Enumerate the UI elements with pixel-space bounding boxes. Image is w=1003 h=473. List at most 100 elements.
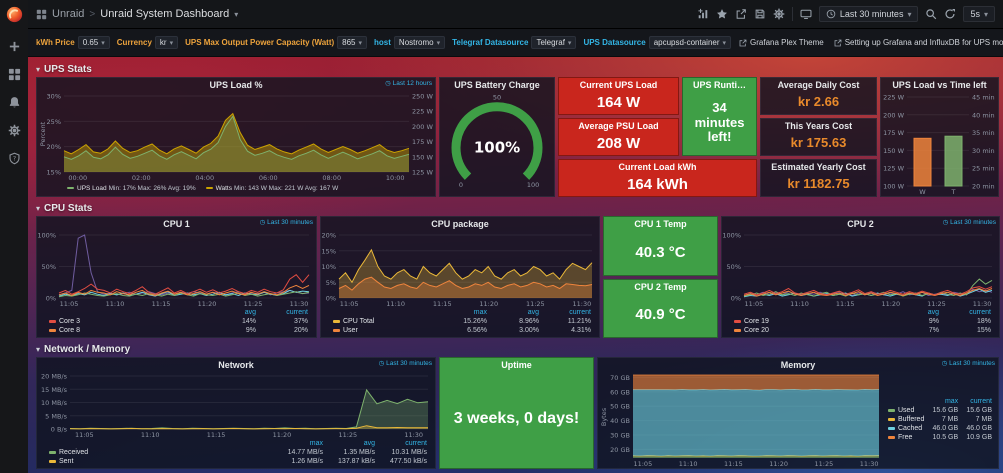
legend-row[interactable]: Cached 46.0 GB 46.0 GB	[886, 424, 994, 433]
svg-text:20 MB/s: 20 MB/s	[41, 373, 68, 381]
variable-value-dropdown[interactable]: 865 ▾	[337, 36, 368, 49]
panel-title[interactable]: CPU 1 Temp	[634, 219, 687, 229]
refresh-interval-label: 5s	[970, 9, 980, 19]
chart-area[interactable]: 100 W 125 W 150 W 175 W 200 W 225 W 20 min 25 m…	[881, 91, 998, 197]
panel-title[interactable]: This Years Cost	[784, 121, 853, 131]
variable-label: Currency	[116, 38, 152, 47]
legend-column-header[interactable]: max	[309, 440, 323, 447]
chart-area[interactable]: 0% 5% 10% 15% 20% 11:05 11:10 11:15 11:20 11:25 11…	[321, 230, 599, 308]
panel-title[interactable]: UPS Load %	[209, 80, 263, 90]
legend-series-stats: Min: 17% Max: 26% Avg: 19%	[108, 184, 196, 192]
legend-item[interactable]: Watts Min: 143 W Max: 221 W Avg: 167 W	[205, 185, 338, 192]
cycle-view-tv-icon[interactable]	[800, 8, 812, 20]
legend-column-header[interactable]: avg	[927, 309, 939, 316]
grafana-logo[interactable]	[0, 0, 28, 28]
breadcrumb-dashboard-title[interactable]: Unraid System Dashboard	[100, 8, 230, 20]
variable-telegraf-datasource[interactable]: Telegraf Datasource Telegraf ▾	[452, 36, 577, 49]
row-header-network-memory[interactable]: ▾ Network / Memory	[36, 342, 995, 356]
svg-text:50: 50	[493, 94, 501, 102]
variable-value-dropdown[interactable]: Nostromo ▾	[393, 36, 446, 49]
dashboard-settings-gear-icon[interactable]	[773, 8, 785, 20]
zoom-out-icon[interactable]	[925, 8, 937, 20]
panel-title[interactable]: UPS Runtime	[693, 80, 751, 90]
breadcrumb-org[interactable]: Unraid	[52, 8, 85, 20]
configuration-gear-icon[interactable]	[0, 120, 28, 140]
legend-row[interactable]: Buffered 7 MB 7 MB	[886, 415, 994, 424]
panel-title[interactable]: Average Daily Cost	[777, 80, 860, 90]
legend-column-header[interactable]: current	[405, 440, 427, 447]
alerting-bell-icon[interactable]	[0, 92, 28, 112]
panel-title[interactable]: CPU package	[431, 219, 489, 229]
variable-value-dropdown[interactable]: apcupsd-container ▾	[648, 36, 732, 49]
chart-area[interactable]: 20 GB 30 GB 40 GB 50 GB 60 GB 70 GB 11:05 11:10…	[598, 371, 886, 468]
dashboard-link-label: Grafana Plex Theme	[750, 38, 824, 47]
legend-column-header[interactable]: current	[569, 309, 591, 316]
save-icon[interactable]	[754, 8, 766, 20]
panel-title[interactable]: Network	[218, 360, 254, 370]
panel-title[interactable]: UPS Load vs Time left	[892, 80, 987, 90]
share-icon[interactable]	[735, 8, 747, 20]
legend-row[interactable]: Core 19 9% 18%	[732, 317, 993, 326]
legend-item[interactable]: UPS Load Min: 17% Max: 26% Avg: 19%	[67, 185, 196, 192]
help-shield-icon[interactable]: ?	[0, 148, 28, 168]
legend-row[interactable]: CPU Total 15.26% 8.96% 11.21%	[331, 317, 593, 326]
chart-area[interactable]: 0 50 100 100%	[440, 91, 554, 196]
panel-title[interactable]: Current Load kWh	[618, 162, 697, 172]
time-range-badge: ◷ Last 30 minutes	[941, 360, 995, 367]
panel-title[interactable]: Current UPS Load	[579, 80, 658, 90]
dashboard-link[interactable]: Setting up Grafana and InfluxDB for UPS …	[834, 38, 1003, 47]
legend-column-header[interactable]: current	[970, 398, 992, 405]
legend-column-header[interactable]: max	[944, 398, 959, 405]
svg-text:Percent: Percent	[39, 121, 47, 146]
legend-column-header[interactable]: max	[473, 309, 487, 316]
svg-text:35 min: 35 min	[972, 129, 995, 137]
chart-area[interactable]: 15% 20% 25% 30% 125 W 150 W 175 W 200 W 225 W 250…	[37, 91, 435, 183]
legend-row[interactable]: User 6.56% 3.00% 4.31%	[331, 326, 593, 335]
dashboard-icon[interactable]	[36, 9, 47, 20]
legend-row[interactable]: Core 3 14% 37%	[47, 317, 310, 326]
legend-row[interactable]: Core 20 7% 15%	[732, 326, 993, 335]
legend-column-header[interactable]: current	[969, 309, 991, 316]
panel-title[interactable]: CPU 2 Temp	[634, 281, 687, 292]
series-color-swatch	[49, 459, 56, 463]
dashboard-link[interactable]: Grafana Plex Theme	[739, 38, 824, 47]
create-plus-icon[interactable]	[0, 36, 28, 56]
variable-ups-max-output[interactable]: UPS Max Output Power Capacity (Watt) 865 ▾	[185, 36, 368, 49]
legend-column-header[interactable]: avg	[363, 440, 375, 447]
chart-area[interactable]: 0% 50% 100% 11:05 11:10 11:15 11:20 11:25 11:30	[37, 230, 316, 308]
row-header-ups-stats[interactable]: ▾ UPS Stats	[36, 62, 995, 76]
legend-value: 14%	[241, 318, 256, 325]
panel-title[interactable]: Memory	[780, 360, 816, 370]
legend-column-header[interactable]: current	[286, 309, 308, 316]
legend-row[interactable]: Used 15.6 GB 15.6 GB	[886, 406, 994, 415]
chart-area[interactable]: 0% 50% 100% 11:05 11:10 11:15 11:20 11:25 11:30	[722, 230, 999, 308]
add-panel-icon[interactable]	[697, 8, 709, 20]
variable-value-dropdown[interactable]: kr ▾	[154, 36, 179, 49]
legend-row[interactable]: Free 10.5 GB 10.9 GB	[886, 433, 994, 442]
row-header-cpu-stats[interactable]: ▾ CPU Stats	[36, 201, 995, 215]
variable-value-dropdown[interactable]: Telegraf ▾	[531, 36, 577, 49]
legend-value: 15%	[976, 327, 991, 334]
time-picker[interactable]: Last 30 minutes ▾	[818, 6, 919, 22]
variable-ups-datasource[interactable]: UPS Datasource apcupsd-container ▾	[583, 36, 732, 49]
legend-row[interactable]: Sent 1.26 MB/s 137.87 kB/s 477.50 kB/s	[47, 457, 429, 466]
variable-kwh-price[interactable]: kWh Price 0.65 ▾	[36, 36, 110, 49]
variable-currency[interactable]: Currency kr ▾	[116, 36, 179, 49]
panel-title[interactable]: Average PSU Load	[578, 121, 659, 131]
refresh-interval-picker[interactable]: 5s ▾	[963, 6, 995, 22]
variable-label: kWh Price	[36, 38, 75, 47]
chevron-down-icon[interactable]: ▾	[234, 9, 239, 19]
chart-area[interactable]: 0 B/s 5 MB/s 10 MB/s 15 MB/s 20 MB/s 11:05 11:…	[37, 371, 435, 439]
panel-title[interactable]: UPS Battery Charge	[454, 80, 540, 90]
dashboards-grid-icon[interactable]	[0, 64, 28, 84]
legend-column-header[interactable]: avg	[244, 309, 256, 316]
star-icon[interactable]	[716, 8, 728, 20]
variable-value-dropdown[interactable]: 0.65 ▾	[77, 36, 110, 49]
panel-title[interactable]: Uptime	[501, 360, 532, 370]
variable-host[interactable]: host Nostromo ▾	[374, 36, 446, 49]
panel-title[interactable]: Estimated Yearly Cost	[771, 162, 866, 172]
legend-row[interactable]: Core 8 9% 20%	[47, 326, 310, 335]
refresh-icon[interactable]	[944, 8, 956, 20]
legend-row[interactable]: Received 14.77 MB/s 1.35 MB/s 10.31 MB/s	[47, 448, 429, 457]
legend-column-header[interactable]: avg	[527, 309, 539, 316]
